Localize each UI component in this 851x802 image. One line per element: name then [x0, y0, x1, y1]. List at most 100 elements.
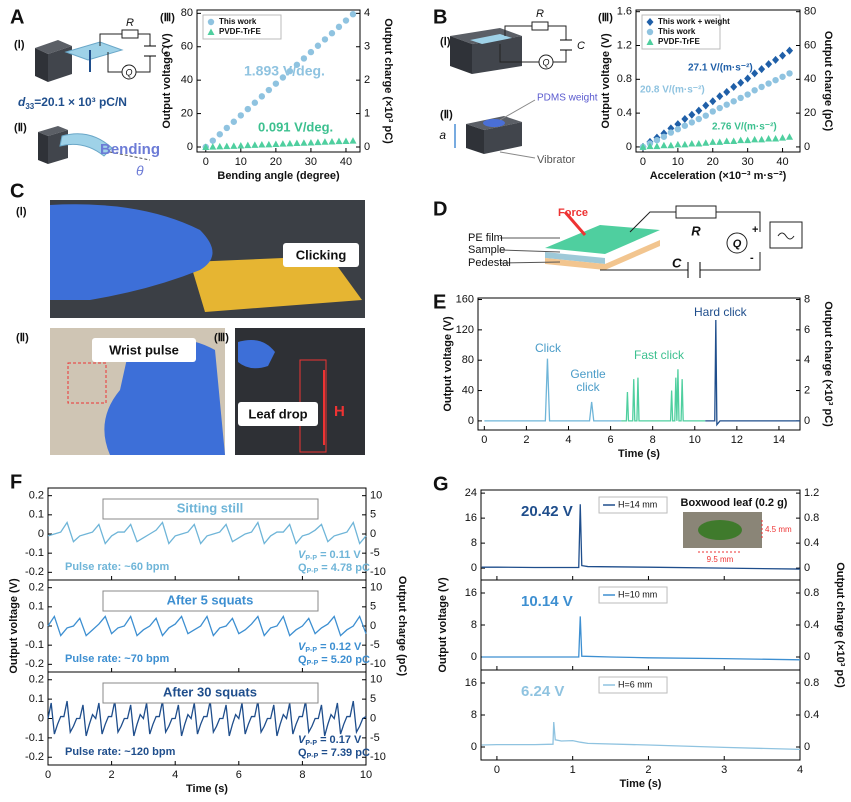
- vpp-sub: P-P: [305, 740, 317, 747]
- leaf-inset: Boxwood leaf (0.2 g) 4.5 mm 9.5 mm: [681, 497, 792, 564]
- label-box: [92, 338, 196, 362]
- marker: [688, 110, 696, 119]
- marker: [674, 140, 682, 148]
- legend-label: H=14 mm: [618, 499, 657, 509]
- marker: [653, 142, 661, 150]
- device: [190, 256, 362, 312]
- y-tick-label: 0: [471, 651, 477, 663]
- y2-tick-label: 80: [804, 6, 816, 18]
- sub-label: (Ⅱ): [16, 332, 29, 344]
- event-label: Fast click: [634, 348, 685, 362]
- panel-c-photos: Clicking Wrist pulse Leaf drop H: [50, 200, 365, 455]
- resistor: [531, 21, 549, 31]
- marker: [307, 48, 315, 56]
- block: [38, 132, 48, 164]
- qpp-text: QP-P = 4.78 pC: [298, 562, 370, 575]
- marker: [786, 46, 794, 55]
- legend-label: H=6 mm: [618, 679, 652, 689]
- pulse-rate: Pulse rate: ~120 bpm: [65, 746, 176, 758]
- marker: [272, 80, 280, 87]
- y2-tick-label: 0: [364, 141, 370, 153]
- label-box: [238, 402, 318, 426]
- condition-label: After 5 squats: [167, 592, 254, 607]
- marker: [674, 120, 682, 129]
- legend-box: [598, 586, 668, 604]
- qpp-symbol: Q: [298, 562, 307, 574]
- block: [35, 48, 48, 82]
- y-axis-label: Output voltage (V): [600, 33, 612, 129]
- marker: [209, 143, 217, 150]
- a-label: a: [439, 128, 446, 142]
- y-axis-label: Output voltage (V): [442, 316, 454, 412]
- wrist-label: Wrist pulse: [109, 342, 179, 357]
- y2-tick-label: 10: [370, 674, 382, 686]
- y-tick-label: 0: [626, 141, 632, 153]
- marker: [737, 78, 745, 87]
- y2-tick-label: 4: [364, 7, 370, 19]
- y2-tick-label: 60: [804, 39, 816, 51]
- marker: [744, 136, 752, 144]
- y-tick-label: 24: [465, 487, 477, 499]
- marker: [272, 140, 280, 147]
- label-box: [283, 243, 359, 267]
- legend-label: H=10 mm: [618, 589, 657, 599]
- box: [484, 122, 522, 154]
- legend-label: PVDF-TrFE: [219, 27, 261, 36]
- chart: 0 8 16 0 0.4 0.8 0 1 2 3 4 Time (s) H=6 mm 6.24 V: [465, 669, 819, 790]
- charge-meter: [538, 54, 554, 70]
- qpp-value: = 5.20 pC: [318, 654, 370, 666]
- d33-value: =20.1 × 10³ pC/N: [34, 95, 127, 109]
- y-tick-label: 120: [456, 324, 474, 336]
- marker: [216, 131, 223, 138]
- y-tick-label: 0.1: [29, 693, 44, 705]
- marker: [765, 134, 773, 142]
- marker: [639, 143, 647, 150]
- marker: [328, 137, 336, 145]
- q-label: Q: [733, 238, 742, 250]
- line: [481, 504, 801, 570]
- y-tick-label: 0: [187, 141, 193, 153]
- marker: [653, 136, 661, 144]
- y2-tick-label: 0.8: [804, 587, 819, 599]
- slope-label: 27.1 V/(m·s⁻²): [688, 63, 753, 74]
- legend-label: PVDF-TrFE: [658, 37, 700, 46]
- oscilloscope-icon: [777, 232, 795, 240]
- bent-film: [59, 133, 113, 157]
- vpp-sub: P-P: [305, 647, 317, 654]
- y2-axis-label: Output charge (pC): [822, 31, 834, 132]
- y2-tick-label: 0: [804, 141, 810, 153]
- y2-tick-label: 20: [804, 107, 816, 119]
- theta-label: θ: [136, 163, 144, 179]
- legend-box: [598, 496, 668, 514]
- c-label: C: [161, 45, 169, 57]
- x-tick-label: 12: [731, 434, 743, 446]
- qpp-sub: P-P: [307, 753, 319, 760]
- y-tick-label: 20: [181, 107, 193, 119]
- marker: [688, 119, 696, 126]
- x-axis-label: Acceleration (×10⁻³ m·s⁻²): [650, 170, 787, 182]
- marker: [723, 87, 731, 96]
- panel-b-diagram: R C Q PDMS weight a Vibrator: [439, 8, 597, 166]
- x-tick-label: 4: [797, 764, 803, 776]
- y2-tick-label: 5: [370, 693, 376, 705]
- chart: -0.2 -0.1 0 0.1 0.2 -10 -5 0 5 10 0 2 4 6 8 10 Time (s) A…: [25, 671, 386, 795]
- marker: [751, 69, 759, 78]
- vpp-symbol: V: [298, 641, 307, 653]
- y-tick-label: 1.2: [617, 39, 632, 51]
- x-tick-label: 10: [360, 769, 372, 781]
- marker: [702, 139, 710, 146]
- clicking-label: Clicking: [296, 247, 347, 262]
- resistor: [675, 205, 717, 219]
- plot-frame: [635, 9, 801, 153]
- marker: [786, 133, 794, 140]
- condition-box: [102, 682, 319, 704]
- film-label: PE film: [468, 232, 503, 244]
- marker: [342, 137, 350, 144]
- peak-label: 10.14 V: [521, 593, 573, 610]
- chart: 0 8 16 24 0 0.4 0.8 1.2 H=14 mm 20.42 V: [465, 487, 819, 581]
- y-tick-label: 0: [468, 415, 474, 427]
- peak-label: 6.24 V: [521, 683, 564, 700]
- x-tick-label: 6: [236, 769, 242, 781]
